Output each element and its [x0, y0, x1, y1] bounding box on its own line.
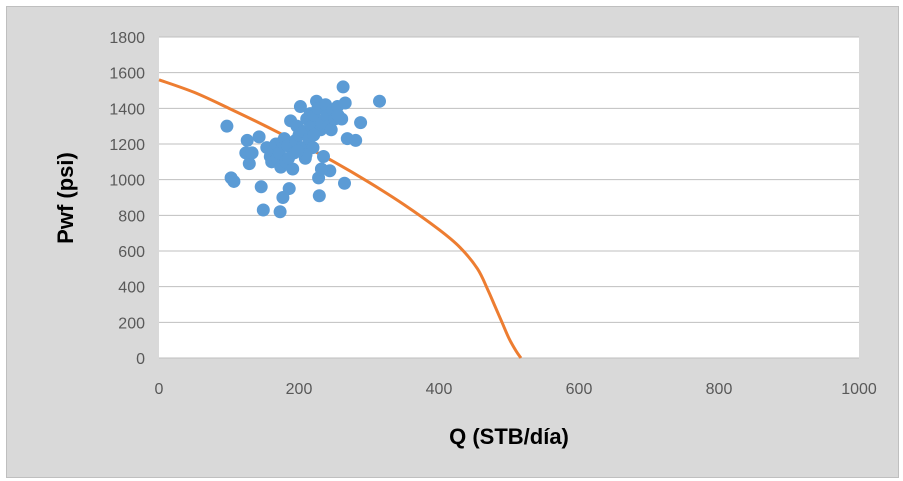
data-point [245, 146, 259, 160]
x-tick-label: 1000 [841, 381, 877, 398]
data-point [307, 128, 321, 142]
data-point [286, 162, 300, 176]
x-tick-labels: 0 200 400 600 800 1000 [155, 381, 877, 398]
y-tick-label: 1800 [109, 30, 145, 47]
data-point [256, 203, 270, 217]
y-tick-label: 1000 [109, 173, 145, 190]
y-tick-label: 400 [118, 280, 145, 297]
data-point [227, 174, 241, 188]
x-axis-title: Q (STB/día) [449, 424, 569, 449]
y-axis-title: Pwf (psi) [53, 152, 78, 244]
data-point [349, 133, 363, 147]
data-point [338, 96, 352, 110]
y-tick-label: 0 [136, 351, 145, 368]
y-tick-label: 1600 [109, 66, 145, 83]
data-point [273, 205, 287, 219]
data-point [293, 100, 307, 114]
data-points [220, 80, 386, 219]
y-tick-label: 1400 [109, 101, 145, 118]
gridlines [159, 36, 859, 359]
data-point [354, 116, 368, 130]
data-point [291, 144, 305, 158]
x-tick-label: 200 [286, 381, 313, 398]
data-point [314, 162, 328, 176]
x-tick-label: 400 [426, 381, 453, 398]
data-point [373, 94, 386, 108]
x-tick-label: 0 [155, 381, 164, 398]
data-point [282, 182, 296, 196]
x-tick-label: 800 [706, 381, 733, 398]
data-point [338, 176, 351, 190]
ipr-curve [158, 78, 523, 359]
data-point [242, 157, 256, 171]
data-point [312, 189, 326, 203]
y-tick-label: 600 [118, 244, 145, 261]
y-tick-label: 800 [118, 208, 145, 225]
data-point [324, 123, 338, 137]
y-tick-labels: 0 200 400 600 800 1000 1200 1400 1600 1800 [109, 30, 145, 368]
data-point [336, 80, 350, 94]
data-point [282, 151, 295, 165]
data-point [254, 180, 268, 194]
data-point [240, 133, 254, 147]
y-tick-label: 200 [118, 315, 145, 332]
data-point [331, 108, 345, 122]
data-point [317, 149, 330, 163]
data-point [220, 119, 234, 133]
y-tick-label: 1200 [109, 137, 145, 154]
plot-area [159, 37, 859, 358]
data-point [252, 130, 266, 144]
x-tick-label: 600 [566, 381, 593, 398]
